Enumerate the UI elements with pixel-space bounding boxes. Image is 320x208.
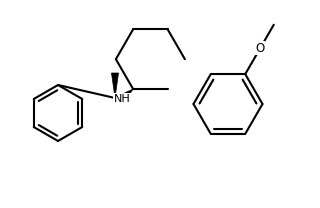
- Text: O: O: [256, 42, 265, 55]
- Polygon shape: [111, 73, 118, 98]
- Polygon shape: [120, 89, 133, 102]
- Text: NH: NH: [114, 94, 131, 104]
